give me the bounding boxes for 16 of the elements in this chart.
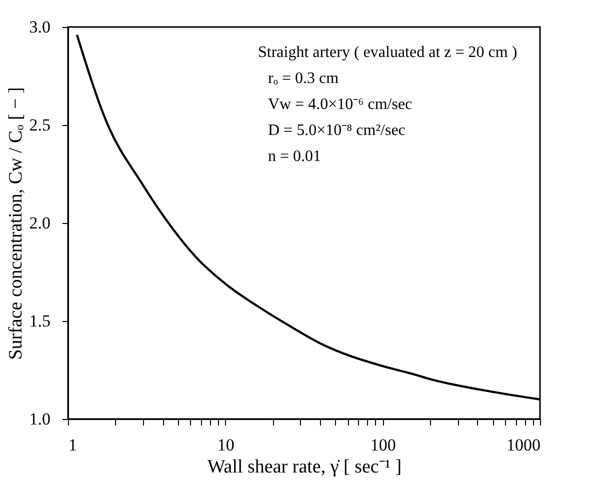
x-axis-title: Wall shear rate, γ̇ [ sec⁻¹ ] (207, 456, 402, 478)
annotation: rₒ = 0.3 cm (268, 70, 340, 87)
y-tick-label: 2.5 (29, 116, 50, 134)
annotation: Vw = 4.0×10⁻⁶ cm/sec (268, 96, 412, 113)
x-tick-label: 1000 (506, 436, 540, 454)
annotation: D = 5.0×10⁻⁸ cm²/sec (268, 122, 406, 139)
annotation: n = 0.01 (268, 148, 322, 165)
y-tick-label: 3.0 (29, 18, 50, 36)
annotation: Straight artery ( evaluated at z = 20 cm ) (258, 44, 518, 61)
y-tick-label: 1.0 (29, 410, 50, 428)
x-tick-label: 100 (370, 436, 396, 454)
y-tick-label: 1.5 (29, 312, 50, 330)
x-tick-label: 1 (68, 436, 77, 454)
y-tick-label: 2.0 (29, 214, 50, 232)
y-axis-title: Surface concentration, Cw / Cₒ [ − ] (5, 87, 26, 360)
x-tick-label: 10 (217, 436, 234, 454)
